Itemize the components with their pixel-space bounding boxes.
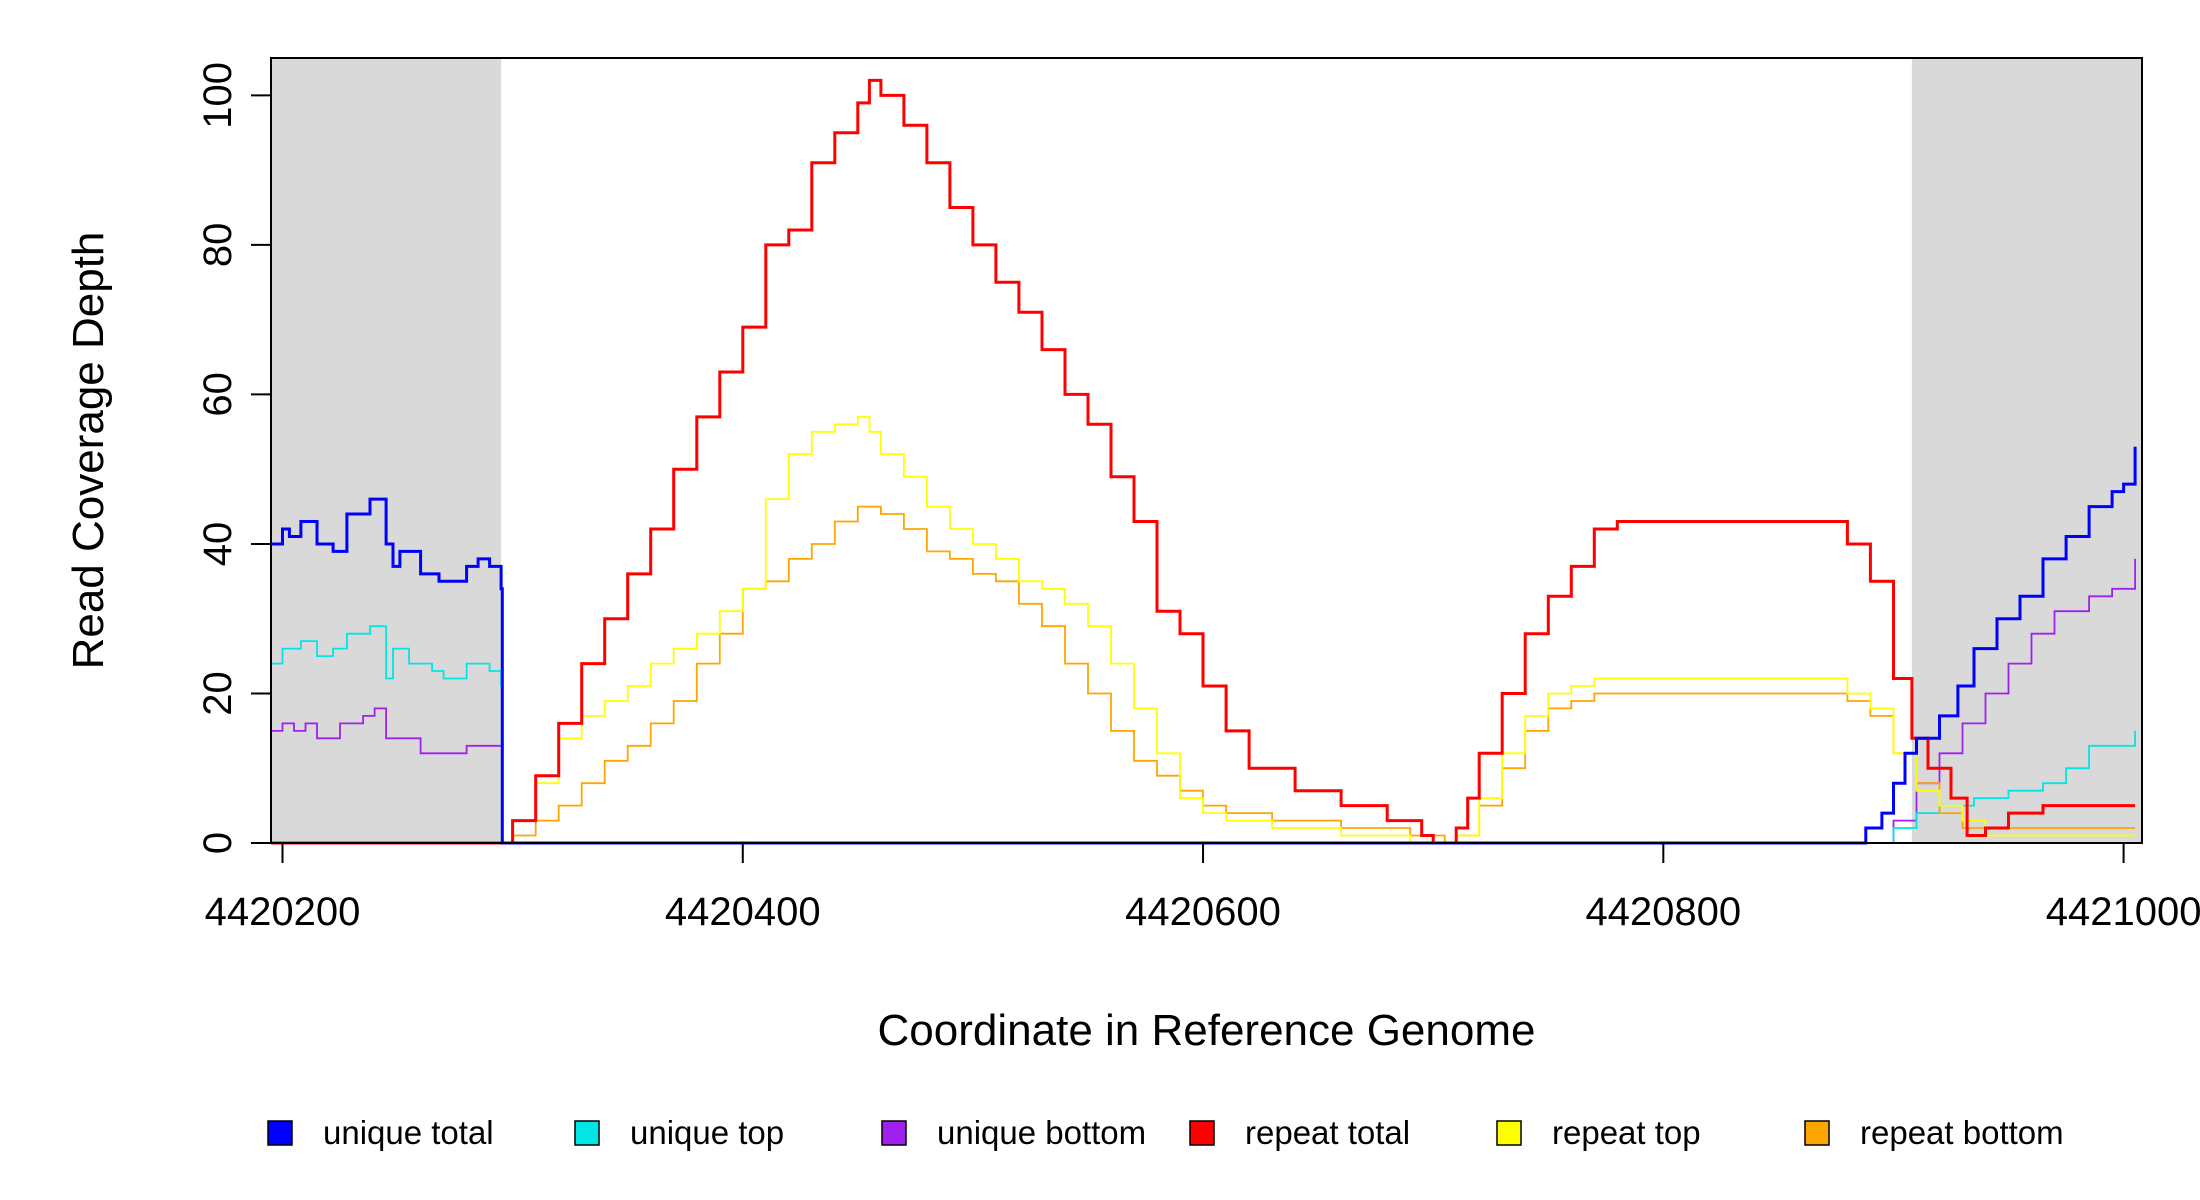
- legend-item-repeat-top: repeat top: [1496, 1114, 1701, 1151]
- y-axis-title: Read Coverage Depth: [64, 232, 113, 670]
- legend-swatch: [881, 1120, 907, 1146]
- legend-swatch: [267, 1120, 293, 1146]
- legend: unique total unique top unique bottom repea…: [267, 1114, 2064, 1151]
- y-tick-label: 100: [196, 62, 240, 129]
- shaded-region-2: [1911, 58, 2142, 843]
- legend-swatch: [1496, 1120, 1522, 1146]
- series-line-repeat-bottom: [271, 505, 2136, 844]
- legend-item-unique-bottom: unique bottom: [881, 1114, 1146, 1151]
- legend-label: repeat bottom: [1860, 1114, 2064, 1151]
- legend-label: unique total: [323, 1114, 494, 1151]
- plot-frame: [270, 57, 2143, 844]
- x-axis-title: Coordinate in Reference Genome: [878, 1006, 1536, 1055]
- shaded-regions: [271, 58, 2142, 843]
- legend-label: repeat top: [1552, 1114, 1701, 1151]
- legend-swatch: [574, 1120, 600, 1146]
- x-axis: 4420200 4420400 4420600 4420800 4421000: [205, 842, 2200, 934]
- legend-label: repeat total: [1245, 1114, 1410, 1151]
- series-line-unique-total: [271, 446, 2137, 845]
- y-axis: 0 20 40 60 80 100: [196, 62, 272, 854]
- legend-swatch: [1189, 1120, 1215, 1146]
- series-line-repeat-total: [271, 78, 2136, 845]
- y-tick-label: 0: [196, 832, 240, 854]
- x-tick-label: 4420400: [665, 890, 821, 934]
- x-tick-label: 4420200: [205, 890, 361, 934]
- series-line-repeat-top: [271, 416, 2136, 844]
- legend-swatch: [1804, 1120, 1830, 1146]
- legend-label: unique bottom: [937, 1114, 1146, 1151]
- legend-item-unique-total: unique total: [267, 1114, 494, 1151]
- x-tick-label: 4420800: [1585, 890, 1741, 934]
- x-tick-label: 4420600: [1125, 890, 1281, 934]
- legend-label: unique top: [630, 1114, 784, 1151]
- x-tick-label: 4421000: [2046, 890, 2200, 934]
- legend-item-repeat-bottom: repeat bottom: [1804, 1114, 2064, 1151]
- y-tick-label: 60: [196, 372, 240, 417]
- y-tick-label: 20: [196, 671, 240, 716]
- legend-item-repeat-total: repeat total: [1189, 1114, 1410, 1151]
- series-line-unique-top: [271, 625, 2136, 844]
- series-lines: [271, 78, 2137, 845]
- y-tick-label: 80: [196, 223, 240, 268]
- y-tick-label: 40: [196, 522, 240, 567]
- legend-item-unique-top: unique top: [574, 1114, 784, 1151]
